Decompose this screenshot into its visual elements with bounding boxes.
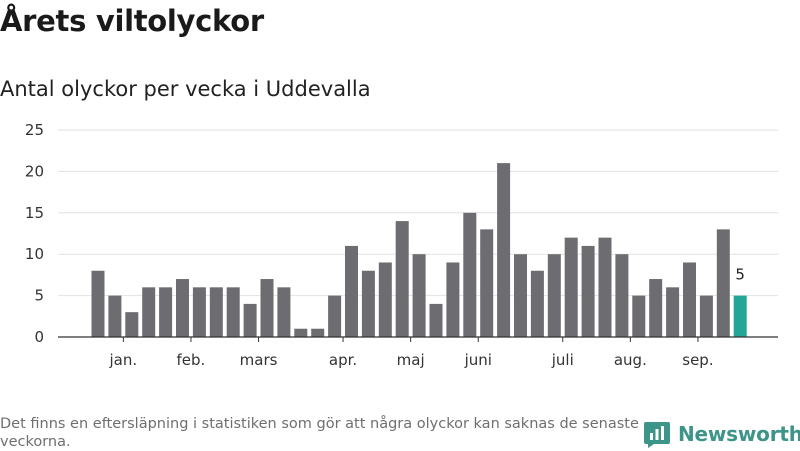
bar-week-24[interactable] (480, 229, 494, 337)
brand-name: Newsworthy (678, 422, 800, 446)
highlight-value-label: 5 (735, 266, 745, 284)
bar-week-38[interactable] (716, 229, 730, 337)
brand-logo[interactable]: Newsworthy (644, 419, 800, 449)
bar-week-39[interactable] (733, 295, 747, 337)
bar-week-29[interactable] (564, 237, 578, 337)
x-tick-label-aug.: aug. (614, 351, 647, 369)
bar-week-37[interactable] (699, 295, 713, 337)
chart-subtitle: Antal olyckor per vecka i Uddevalla (0, 77, 371, 101)
y-tick-label-15: 15 (25, 204, 44, 222)
bar-week-5[interactable] (159, 287, 173, 337)
x-tick-label-maj: maj (397, 351, 425, 369)
y-tick-label-25: 25 (25, 121, 44, 139)
bar-week-33[interactable] (632, 295, 646, 337)
y-tick-label-5: 5 (34, 287, 44, 305)
x-tick-label-sep.: sep. (682, 351, 713, 369)
x-tick-label-juli: juli (551, 351, 574, 369)
bar-week-34[interactable] (649, 279, 663, 337)
data-labels: 5 (735, 266, 745, 284)
bar-week-18[interactable] (378, 262, 392, 337)
bar-week-25[interactable] (497, 163, 511, 337)
bar-week-13[interactable] (294, 328, 308, 337)
y-tick-label-0: 0 (34, 328, 44, 346)
x-tick-label-feb.: feb. (177, 351, 206, 369)
bar-chart: 0 5 10 15 20 25 5 jan. feb. mars apr. maj juni juli… (25, 121, 778, 369)
bar-week-17[interactable] (361, 270, 375, 337)
bar-week-2[interactable] (108, 295, 122, 337)
bar-week-3[interactable] (125, 312, 139, 337)
bar-week-12[interactable] (277, 287, 291, 337)
bar-week-6[interactable] (176, 279, 189, 337)
bar-week-31[interactable] (598, 237, 612, 337)
bar-week-19[interactable] (395, 221, 409, 337)
x-axis: jan. feb. mars apr. maj juni juli aug. sep. (58, 336, 778, 369)
bar-week-14[interactable] (311, 328, 325, 337)
bar-week-27[interactable] (530, 270, 544, 337)
bar-week-10[interactable] (243, 303, 257, 337)
bar-week-8[interactable] (209, 287, 223, 337)
x-tick-label-mars: mars (240, 351, 278, 369)
bar-week-9[interactable] (226, 287, 240, 337)
bar-week-15[interactable] (328, 295, 342, 337)
y-tick-label-20: 20 (25, 162, 44, 180)
y-axis: 0 5 10 15 20 25 (25, 121, 44, 346)
bar-week-22[interactable] (446, 262, 460, 337)
bars (91, 163, 747, 337)
chart-title: Årets viltolyckor (0, 4, 264, 38)
x-tick-label-jan.: jan. (109, 351, 138, 369)
bar-week-26[interactable] (514, 254, 527, 337)
bar-chart-logo-icon (644, 422, 670, 448)
x-tick-label-apr.: apr. (329, 351, 357, 369)
bar-week-4[interactable] (142, 287, 156, 337)
bar-week-20[interactable] (412, 254, 426, 337)
bar-week-28[interactable] (547, 254, 561, 337)
bar-week-30[interactable] (581, 245, 595, 337)
bar-week-16[interactable] (345, 245, 358, 337)
bar-week-35[interactable] (666, 287, 680, 337)
bar-week-36[interactable] (683, 262, 696, 337)
bar-week-23[interactable] (463, 212, 477, 337)
bar-week-11[interactable] (260, 279, 274, 337)
y-tick-label-10: 10 (25, 245, 44, 263)
bar-week-7[interactable] (192, 287, 206, 337)
footnote: Det finns en eftersläpning i statistiken… (0, 416, 639, 450)
bar-week-1[interactable] (91, 270, 105, 337)
bar-week-32[interactable] (615, 254, 629, 337)
bar-week-21[interactable] (429, 303, 443, 337)
x-tick-label-juni: juni (464, 351, 492, 369)
